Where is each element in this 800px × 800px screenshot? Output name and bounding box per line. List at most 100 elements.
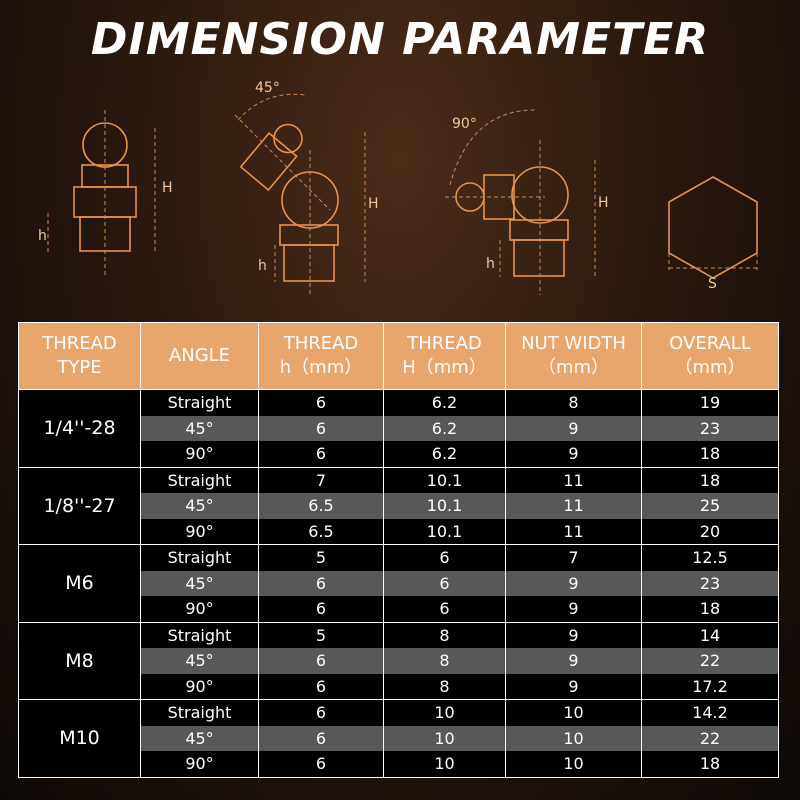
table-body: 1/4''-28 Straight 6 6.2 8 19 45° 6 6.2 9 23 90° 6 6.2… bbox=[18, 389, 779, 778]
table-cell: 45° bbox=[140, 725, 259, 751]
thread-type-cell: M10 bbox=[18, 699, 141, 778]
table-cell: 9 bbox=[505, 441, 642, 468]
column-header: ANGLE bbox=[140, 322, 259, 390]
table-row: 1/8''-27 Straight 7 10.1 11 18 bbox=[18, 466, 779, 545]
table-cell: 18 bbox=[641, 441, 779, 468]
table-cell: 10 bbox=[505, 751, 642, 778]
table-row: M6 Straight 5 6 7 12.5 bbox=[18, 544, 779, 623]
table-cell: 22 bbox=[641, 648, 779, 674]
table-row: 45° 6 6.2 9 23 bbox=[19, 415, 779, 441]
table-cell: 7 bbox=[258, 466, 384, 493]
table-cell: 17.2 bbox=[641, 673, 779, 700]
header-line: （mm） bbox=[537, 357, 610, 378]
table-cell: 25 bbox=[641, 493, 779, 519]
table-cell: Straight bbox=[140, 621, 259, 648]
table-cell: 18 bbox=[641, 596, 779, 623]
table-cell: 6 bbox=[383, 570, 506, 596]
table-cell: 6 bbox=[258, 596, 384, 623]
table-row: 90° 6 10 10 18 bbox=[19, 751, 779, 778]
table-cell: 10 bbox=[505, 725, 642, 751]
table-row: 45° 6 8 9 22 bbox=[19, 648, 779, 674]
height-label: H bbox=[598, 195, 609, 211]
header-line: OVERALL bbox=[669, 333, 751, 354]
table-cell: 10 bbox=[505, 699, 642, 726]
table-cell: 10 bbox=[383, 751, 506, 778]
table-cell: 7 bbox=[505, 544, 642, 571]
table-cell: 14.2 bbox=[641, 699, 779, 726]
table-cell: Straight bbox=[140, 699, 259, 726]
header-line: H（mm） bbox=[402, 357, 487, 378]
table-cell: 22 bbox=[641, 725, 779, 751]
angle-45-label: 45° bbox=[255, 80, 280, 96]
straight-fitting bbox=[47, 110, 156, 275]
table-cell: 6 bbox=[258, 725, 384, 751]
table-cell: 6.2 bbox=[383, 415, 506, 441]
table-cell: 8 bbox=[383, 673, 506, 700]
thread-type-cell: 1/8''-27 bbox=[18, 466, 141, 545]
thread-height-label: h bbox=[486, 256, 495, 272]
table-cell: Straight bbox=[140, 389, 259, 416]
table-cell: 9 bbox=[505, 673, 642, 700]
table-cell: 6 bbox=[258, 699, 384, 726]
table-cell: 9 bbox=[505, 596, 642, 623]
column-header: THREAD h（mm） bbox=[258, 322, 384, 390]
table-cell: 45° bbox=[140, 415, 259, 441]
header-line: THREAD bbox=[42, 333, 117, 354]
table-cell: 90° bbox=[140, 596, 259, 623]
height-label: H bbox=[162, 180, 173, 196]
table-cell: 12.5 bbox=[641, 544, 779, 571]
table-cell: 45° bbox=[140, 493, 259, 519]
table-cell: 9 bbox=[505, 570, 642, 596]
table-cell: 10 bbox=[383, 699, 506, 726]
table-cell: 9 bbox=[505, 621, 642, 648]
table-cell: 23 bbox=[641, 415, 779, 441]
table-row: 1/4''-28 Straight 6 6.2 8 19 bbox=[18, 389, 779, 468]
table-cell: 11 bbox=[505, 518, 642, 545]
table-cell: 90° bbox=[140, 673, 259, 700]
table-row: 90° 6 6.2 9 18 bbox=[19, 441, 779, 468]
thread-type-cell: M6 bbox=[18, 544, 141, 623]
table-cell: 90° bbox=[140, 441, 259, 468]
table-cell: 6 bbox=[383, 544, 506, 571]
header-line: THREAD bbox=[283, 333, 359, 354]
header-line: TYPE bbox=[57, 357, 102, 378]
thread-height-label: h bbox=[38, 228, 47, 244]
header-line: h（mm） bbox=[279, 357, 363, 378]
table-cell: 11 bbox=[505, 466, 642, 493]
table-row: M10 Straight 6 10 10 14.2 bbox=[18, 699, 779, 778]
thread-type-cell: 1/4''-28 bbox=[18, 389, 141, 468]
table-cell: 9 bbox=[505, 648, 642, 674]
hexagon bbox=[668, 176, 758, 279]
table-cell: 18 bbox=[641, 751, 779, 778]
90-fitting bbox=[445, 109, 596, 295]
table-cell: 20 bbox=[641, 518, 779, 545]
nut-width-label: S bbox=[708, 276, 717, 292]
table-cell: 90° bbox=[140, 518, 259, 545]
table-cell: 6 bbox=[258, 389, 384, 416]
table-row: 90° 6.5 10.1 11 20 bbox=[19, 518, 779, 545]
column-header: THREAD TYPE bbox=[18, 322, 141, 390]
table-cell: 8 bbox=[383, 648, 506, 674]
45-fitting bbox=[234, 93, 366, 295]
table-cell: 45° bbox=[140, 648, 259, 674]
table-cell: 18 bbox=[641, 466, 779, 493]
table-cell: 6.5 bbox=[258, 493, 384, 519]
table-row: 45° 6 6 9 23 bbox=[19, 570, 779, 596]
table-cell: 45° bbox=[140, 570, 259, 596]
table-cell: 8 bbox=[383, 621, 506, 648]
header-line: THREAD bbox=[407, 333, 482, 354]
table-cell: 6.2 bbox=[383, 441, 506, 468]
table-cell: 6.5 bbox=[258, 518, 384, 545]
table-row: M8 Straight 5 8 9 14 bbox=[18, 621, 779, 700]
title: DIMENSION PARAMETER bbox=[90, 14, 710, 65]
table-cell: 5 bbox=[258, 621, 384, 648]
column-header: OVERALL （mm） bbox=[641, 322, 779, 390]
table-cell: Straight bbox=[140, 466, 259, 493]
header-line: ANGLE bbox=[168, 345, 231, 366]
table-cell: 10.1 bbox=[383, 493, 506, 519]
table-cell: 19 bbox=[641, 389, 779, 416]
thread-height-label: h bbox=[258, 258, 267, 274]
angle-90-label: 90° bbox=[452, 116, 477, 132]
thread-type-cell: M8 bbox=[18, 621, 141, 700]
